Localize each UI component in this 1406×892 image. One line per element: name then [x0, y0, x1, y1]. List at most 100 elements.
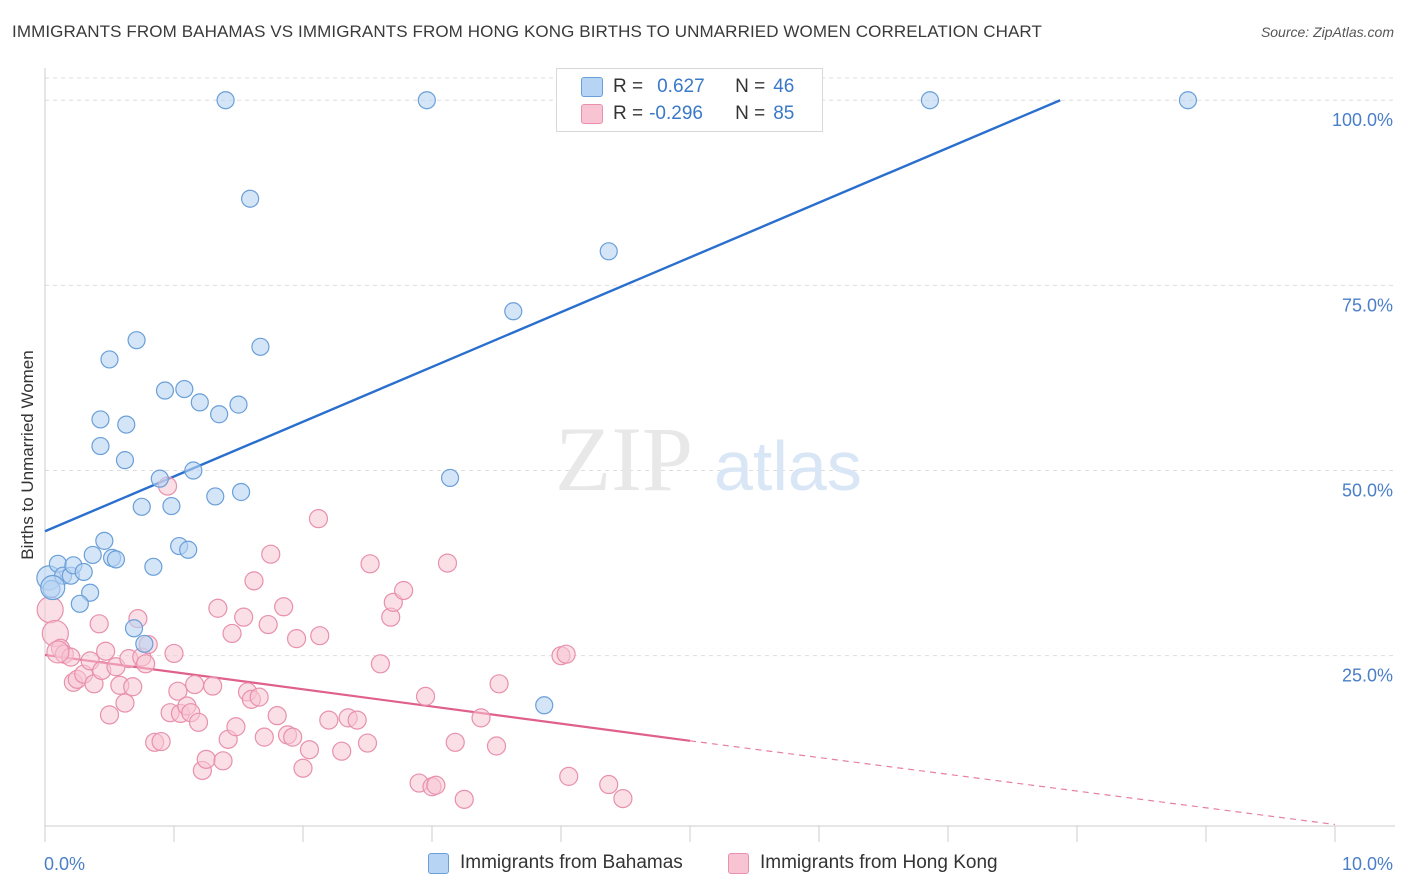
point-bahamas: [81, 583, 100, 602]
point-bahamas: [184, 461, 203, 480]
point-bahamas: [599, 242, 618, 261]
point-hong-kong: [613, 788, 633, 809]
point-hong-kong: [136, 654, 156, 674]
point-hong-kong: [426, 775, 446, 795]
point-hong-kong: [310, 626, 330, 646]
legend-row-bahamas: R = 0.627 N = 46: [581, 74, 795, 100]
point-hong-kong: [286, 629, 307, 649]
point-hong-kong: [267, 706, 287, 726]
legend-r-label: R =: [613, 103, 644, 124]
point-bahamas: [124, 619, 144, 638]
point-hong-kong: [445, 732, 465, 752]
bottom-legend-label-hong-kong: Immigrants from Hong Kong: [760, 852, 998, 873]
point-hong-kong: [415, 686, 436, 706]
point-bahamas: [216, 91, 235, 110]
point-bahamas: [91, 410, 110, 429]
points-hong-kong: [36, 476, 633, 809]
point-hong-kong: [188, 712, 209, 732]
point-bahamas: [132, 497, 151, 516]
point-hong-kong: [559, 766, 579, 786]
point-hong-kong: [347, 710, 367, 730]
x-tick-label-max: 10.0%: [1342, 854, 1393, 874]
legend-r-value: -0.296: [649, 103, 703, 124]
point-hong-kong: [556, 644, 576, 664]
legend-swatch-bahamas: [581, 77, 603, 97]
y-tick-label: 25.0%: [1342, 666, 1393, 686]
point-bahamas: [231, 482, 251, 502]
point-bahamas: [70, 594, 89, 613]
point-bahamas: [100, 350, 119, 369]
legend-swatch-hong-kong: [581, 104, 603, 124]
correlation-legend: R = 0.627 N = 46 R = -0.296 N = 85: [556, 68, 823, 132]
point-hong-kong: [471, 708, 491, 728]
point-bahamas: [229, 395, 248, 414]
point-hong-kong: [226, 717, 246, 737]
watermark-zip: ZIP: [555, 408, 693, 510]
point-bahamas: [127, 331, 146, 350]
point-hong-kong: [46, 640, 70, 664]
point-hong-kong: [308, 509, 329, 529]
point-hong-kong: [168, 681, 188, 701]
point-bahamas: [117, 415, 136, 434]
point-hong-kong: [283, 727, 303, 747]
point-bahamas: [417, 91, 436, 110]
point-hong-kong: [319, 710, 339, 730]
point-hong-kong: [89, 614, 109, 634]
y-axis-title: Births to Unmarried Women: [18, 350, 37, 559]
trend-line-hong-kong-extension: [689, 740, 1336, 826]
point-hong-kong: [115, 693, 135, 713]
point-bahamas: [144, 557, 163, 576]
point-bahamas: [251, 337, 270, 356]
point-hong-kong: [261, 544, 281, 564]
legend-r-label: R =: [613, 76, 644, 97]
point-hong-kong: [489, 674, 509, 694]
legend-n-label: N =: [735, 103, 766, 124]
tick-labels: 25.0% 50.0% 75.0% 100.0% 0.0% 10.0%: [44, 110, 1393, 874]
point-bahamas: [179, 540, 198, 559]
y-tick-label: 50.0%: [1342, 481, 1393, 501]
point-hong-kong: [196, 749, 216, 769]
point-bahamas: [135, 634, 154, 653]
point-hong-kong: [332, 741, 352, 761]
point-bahamas: [91, 436, 110, 456]
point-bahamas: [241, 189, 260, 208]
y-tick-label: 75.0%: [1342, 295, 1393, 315]
point-bahamas: [155, 381, 175, 400]
watermark: ZIP atlas: [555, 408, 862, 510]
legend-n-value: 85: [773, 103, 795, 124]
points-bahamas: [36, 91, 1198, 715]
point-bahamas: [150, 469, 169, 488]
bottom-legend-swatch-bahamas: [428, 852, 449, 874]
point-hong-kong: [164, 643, 184, 664]
point-hong-kong: [454, 789, 474, 809]
point-hong-kong: [360, 554, 380, 574]
x-tick-label-min: 0.0%: [44, 854, 85, 874]
point-hong-kong: [203, 676, 223, 696]
legend-n-value: 46: [773, 76, 795, 97]
point-hong-kong: [244, 571, 264, 591]
point-hong-kong: [208, 598, 228, 618]
axes: [44, 68, 1395, 842]
point-bahamas: [190, 393, 209, 412]
point-bahamas: [115, 451, 135, 470]
point-hong-kong: [437, 553, 458, 573]
point-hong-kong: [123, 677, 143, 697]
point-hong-kong: [274, 597, 294, 617]
watermark-atlas: atlas: [714, 427, 862, 505]
point-bahamas: [1178, 91, 1198, 110]
point-hong-kong: [36, 596, 64, 624]
trend-line-bahamas: [44, 99, 1061, 533]
point-bahamas: [106, 550, 126, 569]
point-bahamas: [175, 379, 194, 399]
point-hong-kong: [234, 607, 254, 627]
point-hong-kong: [222, 623, 242, 644]
point-hong-kong: [258, 614, 278, 635]
bottom-legend-bahamas: Immigrants from Bahamas: [428, 852, 683, 874]
bottom-legend-hong-kong: Immigrants from Hong Kong: [728, 852, 998, 874]
point-bahamas: [40, 574, 66, 601]
point-hong-kong: [357, 733, 378, 753]
legend-r-value: 0.627: [657, 76, 705, 97]
point-bahamas: [162, 496, 181, 516]
point-hong-kong: [99, 705, 120, 725]
